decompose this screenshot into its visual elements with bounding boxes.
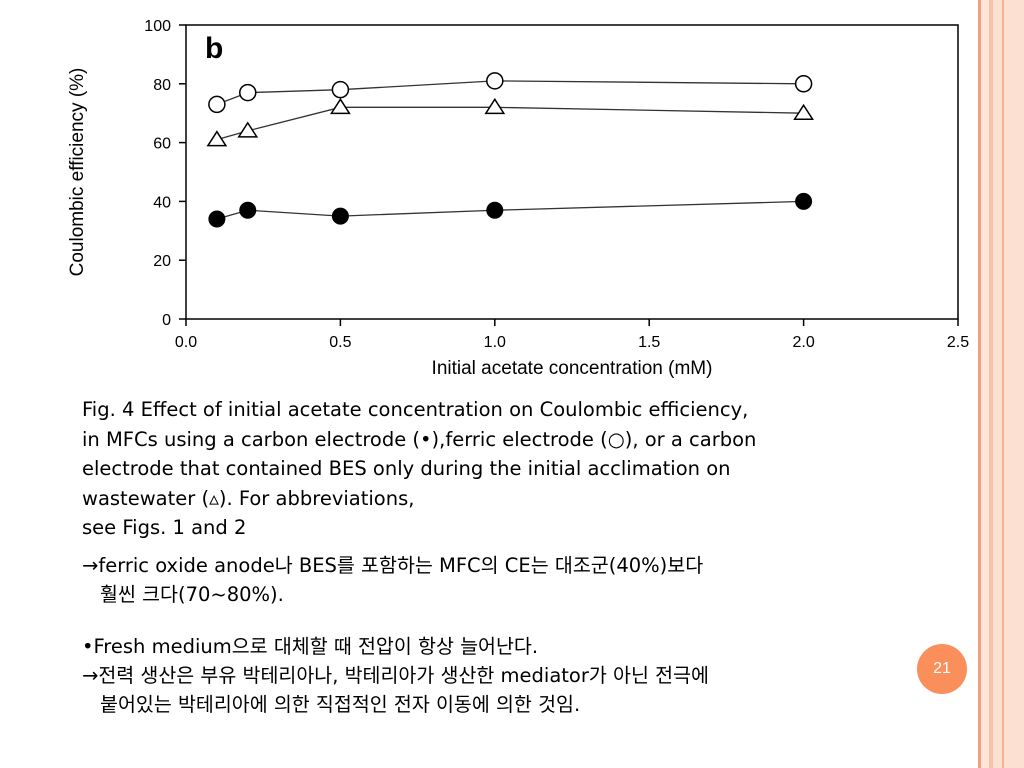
y-axis-label: Coulombic efficiency (%) bbox=[67, 68, 88, 277]
caption-line: electrode that contained BES only during… bbox=[82, 457, 731, 480]
y-tick-label: 100 bbox=[144, 18, 171, 35]
y-tick-label: 80 bbox=[153, 77, 171, 94]
series-line bbox=[216, 200, 804, 220]
slide-number-badge: 21 bbox=[917, 644, 967, 694]
y-axis-ticks: 0 20 40 60 80 100 bbox=[144, 18, 186, 329]
decor-stripe-mid bbox=[989, 0, 993, 768]
caption-line: in MFCs using a carbon electrode (•),fer… bbox=[82, 427, 757, 451]
series-filled-circle bbox=[208, 192, 813, 228]
note-line: →전력 생산은 부유 박테리아나, 박테리아가 생산한 mediator가 아닌… bbox=[82, 664, 709, 687]
x-tick-label: 2.5 bbox=[947, 334, 969, 351]
series-open-triangle bbox=[206, 97, 814, 147]
x-tick-label: 0.0 bbox=[175, 334, 197, 351]
caption-line: Fig. 4 Effect of initial acetate concent… bbox=[82, 398, 749, 421]
note-line: •Fresh medium으로 대체할 때 전압이 항상 늘어난다. bbox=[82, 635, 539, 658]
data-point-open-triangle bbox=[330, 97, 351, 115]
x-axis-label: Initial acetate concentration (mM) bbox=[432, 358, 713, 379]
data-point-filled-circle bbox=[208, 210, 226, 228]
y-tick-label: 40 bbox=[153, 194, 171, 211]
plot-frame bbox=[185, 24, 959, 320]
series-open-circle bbox=[208, 72, 813, 114]
series-line bbox=[216, 106, 804, 141]
data-point-filled-circle bbox=[486, 201, 504, 219]
x-axis-ticks: 0.0 0.5 1.0 1.5 2.0 2.5 bbox=[175, 319, 969, 351]
data-point-open-circle bbox=[486, 72, 504, 90]
y-tick-label: 60 bbox=[153, 136, 171, 153]
slide-number: 21 bbox=[933, 660, 951, 677]
x-tick-label: 1.5 bbox=[638, 334, 660, 351]
data-point-open-circle bbox=[331, 80, 350, 99]
data-point-open-circle bbox=[239, 83, 257, 102]
data-point-filled-circle bbox=[331, 207, 349, 225]
note-fresh-medium: •Fresh medium으로 대체할 때 전압이 항상 늘어난다. →전력 생… bbox=[82, 632, 942, 719]
caption-line: see Figs. 1 and 2 bbox=[82, 516, 247, 539]
y-tick-label: 20 bbox=[153, 253, 171, 270]
data-point-open-triangle bbox=[793, 103, 814, 120]
series-layer bbox=[206, 72, 814, 228]
panel-label: b bbox=[205, 32, 223, 65]
y-tick-label: 0 bbox=[162, 312, 171, 329]
data-point-filled-circle bbox=[795, 192, 813, 210]
decor-stripe-wide bbox=[993, 0, 1024, 768]
note-line: →ferric oxide anode나 BES를 포함하는 MFC의 CE는 … bbox=[82, 554, 704, 577]
decor-stripe-line bbox=[1002, 0, 1004, 768]
coulombic-efficiency-chart: 0 20 40 60 80 100 0.0 0.5 1.0 1.5 2.0 2.5 b Initia… bbox=[67, 18, 969, 379]
data-point-open-circle bbox=[794, 75, 813, 93]
note-ce-comparison: →ferric oxide anode나 BES를 포함하는 MFC의 CE는 … bbox=[82, 551, 942, 609]
x-tick-label: 2.0 bbox=[792, 334, 814, 351]
note-line: 훨씬 크다(70~80%). bbox=[100, 583, 284, 606]
x-tick-label: 0.5 bbox=[329, 334, 351, 351]
caption-line: wastewater (▵). For abbreviations, bbox=[82, 486, 415, 510]
x-tick-label: 1.0 bbox=[484, 334, 506, 351]
data-point-open-circle bbox=[208, 95, 226, 114]
data-point-open-triangle bbox=[484, 97, 506, 115]
data-point-filled-circle bbox=[239, 201, 257, 219]
data-point-open-triangle bbox=[237, 121, 259, 138]
decor-stripe-thin-1 bbox=[978, 0, 981, 768]
decor-stripe-light bbox=[981, 0, 989, 768]
note-line: 붙어있는 박테리아에 의한 직접적인 전자 이동에 의한 것임. bbox=[100, 693, 581, 716]
series-line bbox=[216, 80, 804, 105]
figure-caption: Fig. 4 Effect of initial acetate concent… bbox=[82, 395, 942, 543]
data-point-open-triangle bbox=[206, 130, 228, 147]
